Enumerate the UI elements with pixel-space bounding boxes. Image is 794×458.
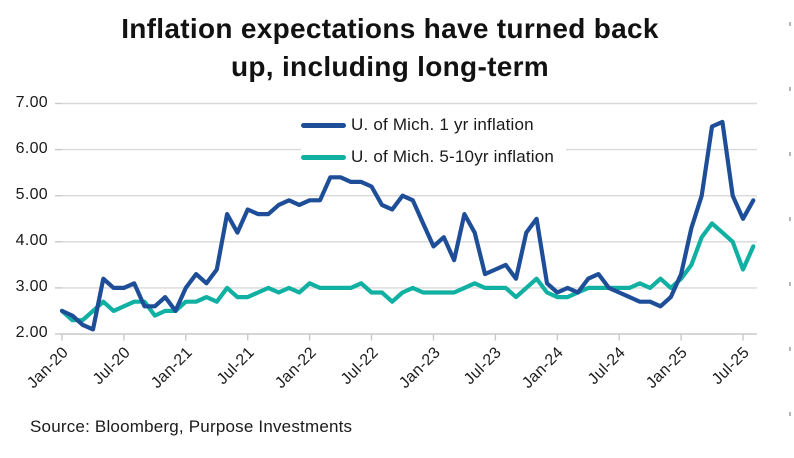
y-tick-label: 6.00	[15, 139, 48, 157]
legend-label-5-10yr: U. of Mich. 5-10yr inflation	[351, 147, 555, 166]
y-tick-label: 4.00	[15, 231, 48, 249]
legend-swatch-5-10yr-line	[301, 154, 346, 160]
legend-item-1yr: U. of Mich. 1 yr inflation	[301, 111, 567, 139]
source-note: Source: Bloomberg, Purpose Investments	[30, 417, 353, 436]
legend-swatch-1yr-line	[301, 122, 346, 128]
legend: U. of Mich. 1 yr inflation U. of Mich. 5…	[301, 111, 567, 175]
y-tick-label: 3.00	[15, 277, 48, 295]
y-tick-label: 5.00	[15, 185, 48, 203]
y-tick-label: 7.00	[15, 93, 48, 111]
legend-item-5-10yr: U. of Mich. 5-10yr inflation	[301, 143, 567, 171]
series-line-5-10yr	[59, 221, 756, 323]
y-tick-label: 2.00	[15, 324, 48, 341]
legend-label-1yr: U. of Mich. 1 yr inflation	[351, 115, 534, 134]
series-line-1yr	[59, 119, 756, 332]
chart-title: Inflation expectations have turned back …	[121, 13, 659, 82]
slide-edge-dotted-border	[789, 22, 791, 442]
